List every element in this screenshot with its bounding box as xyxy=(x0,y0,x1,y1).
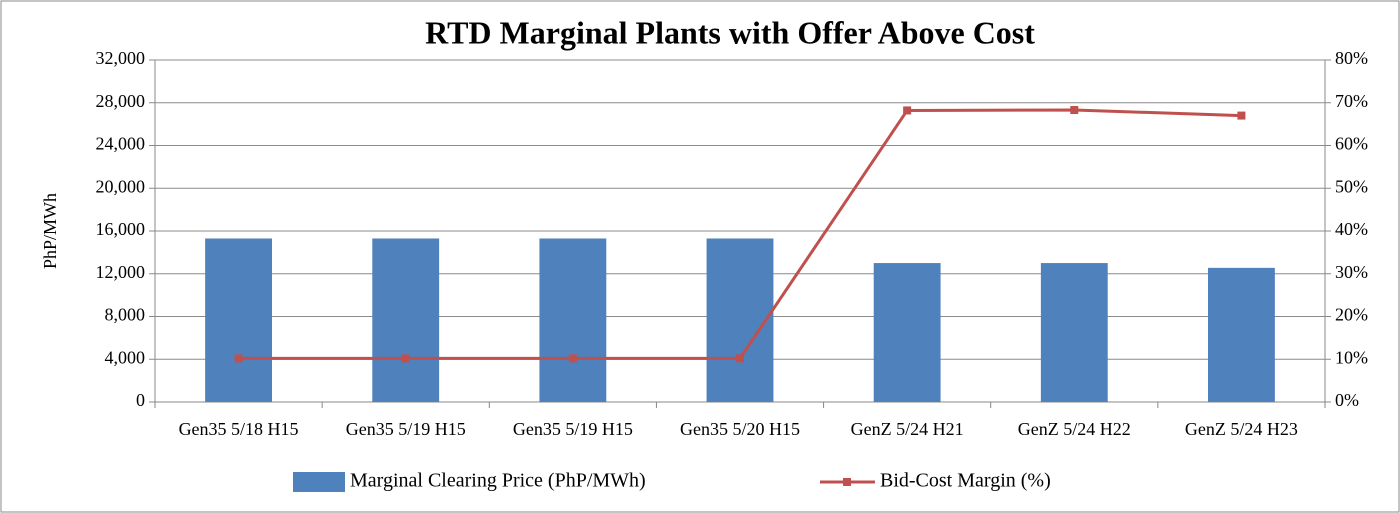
x-tick-label: Gen35 5/18 H15 xyxy=(178,419,299,439)
y-tick-label: 28,000 xyxy=(96,91,146,111)
x-tick-label: Gen35 5/19 H15 xyxy=(345,419,466,439)
y-tick-label: 24,000 xyxy=(96,134,146,154)
y-tick-label: 20,000 xyxy=(96,176,146,196)
line-marker xyxy=(568,354,577,363)
bar xyxy=(706,238,774,402)
line-marker xyxy=(401,354,410,363)
y2-tick-label: 10% xyxy=(1335,347,1368,367)
y2-tick-label: 80% xyxy=(1335,48,1368,68)
legend-swatch xyxy=(843,478,851,486)
x-tick-label: Gen35 5/19 H15 xyxy=(512,419,633,439)
y2-tick-label: 40% xyxy=(1335,219,1368,239)
y2-tick-label: 60% xyxy=(1335,134,1368,154)
line-marker xyxy=(903,106,912,115)
x-tick-label: GenZ 5/24 H21 xyxy=(850,419,964,439)
bar xyxy=(205,238,272,402)
y-tick-label: 8,000 xyxy=(105,305,146,325)
line-marker xyxy=(736,354,744,363)
chart-title: RTD Marginal Plants with Offer Above Cos… xyxy=(425,14,1035,50)
bar xyxy=(1208,267,1275,402)
x-tick-label: Gen35 5/20 H15 xyxy=(680,419,800,439)
x-tick-label: GenZ 5/24 H22 xyxy=(1017,419,1131,439)
legend-label: Bid-Cost Margin (%) xyxy=(880,470,1051,492)
y-tick-label: 4,000 xyxy=(105,347,146,367)
bar xyxy=(372,238,440,402)
legend-label: Marginal Clearing Price (PhP/MWh) xyxy=(350,470,646,492)
y2-tick-label: 50% xyxy=(1335,176,1368,196)
y2-tick-label: 0% xyxy=(1335,390,1359,410)
bar xyxy=(539,238,607,402)
y-tick-label: 12,000 xyxy=(96,262,146,282)
y-tick-label: 32,000 xyxy=(96,48,146,68)
x-tick-label: GenZ 5/24 H23 xyxy=(1184,419,1298,439)
line-marker xyxy=(1070,106,1079,115)
y2-tick-label: 30% xyxy=(1335,262,1368,282)
y2-tick-label: 20% xyxy=(1335,305,1368,325)
line-marker xyxy=(1237,111,1246,120)
bar xyxy=(1040,263,1108,402)
y-tick-label: 0 xyxy=(136,390,145,410)
bar xyxy=(873,263,941,402)
y-axis-label: PhP/MWh xyxy=(40,193,60,269)
legend-swatch xyxy=(293,472,345,492)
y-tick-label: 16,000 xyxy=(96,219,146,239)
line-marker xyxy=(234,354,243,363)
y2-tick-label: 70% xyxy=(1335,91,1368,111)
